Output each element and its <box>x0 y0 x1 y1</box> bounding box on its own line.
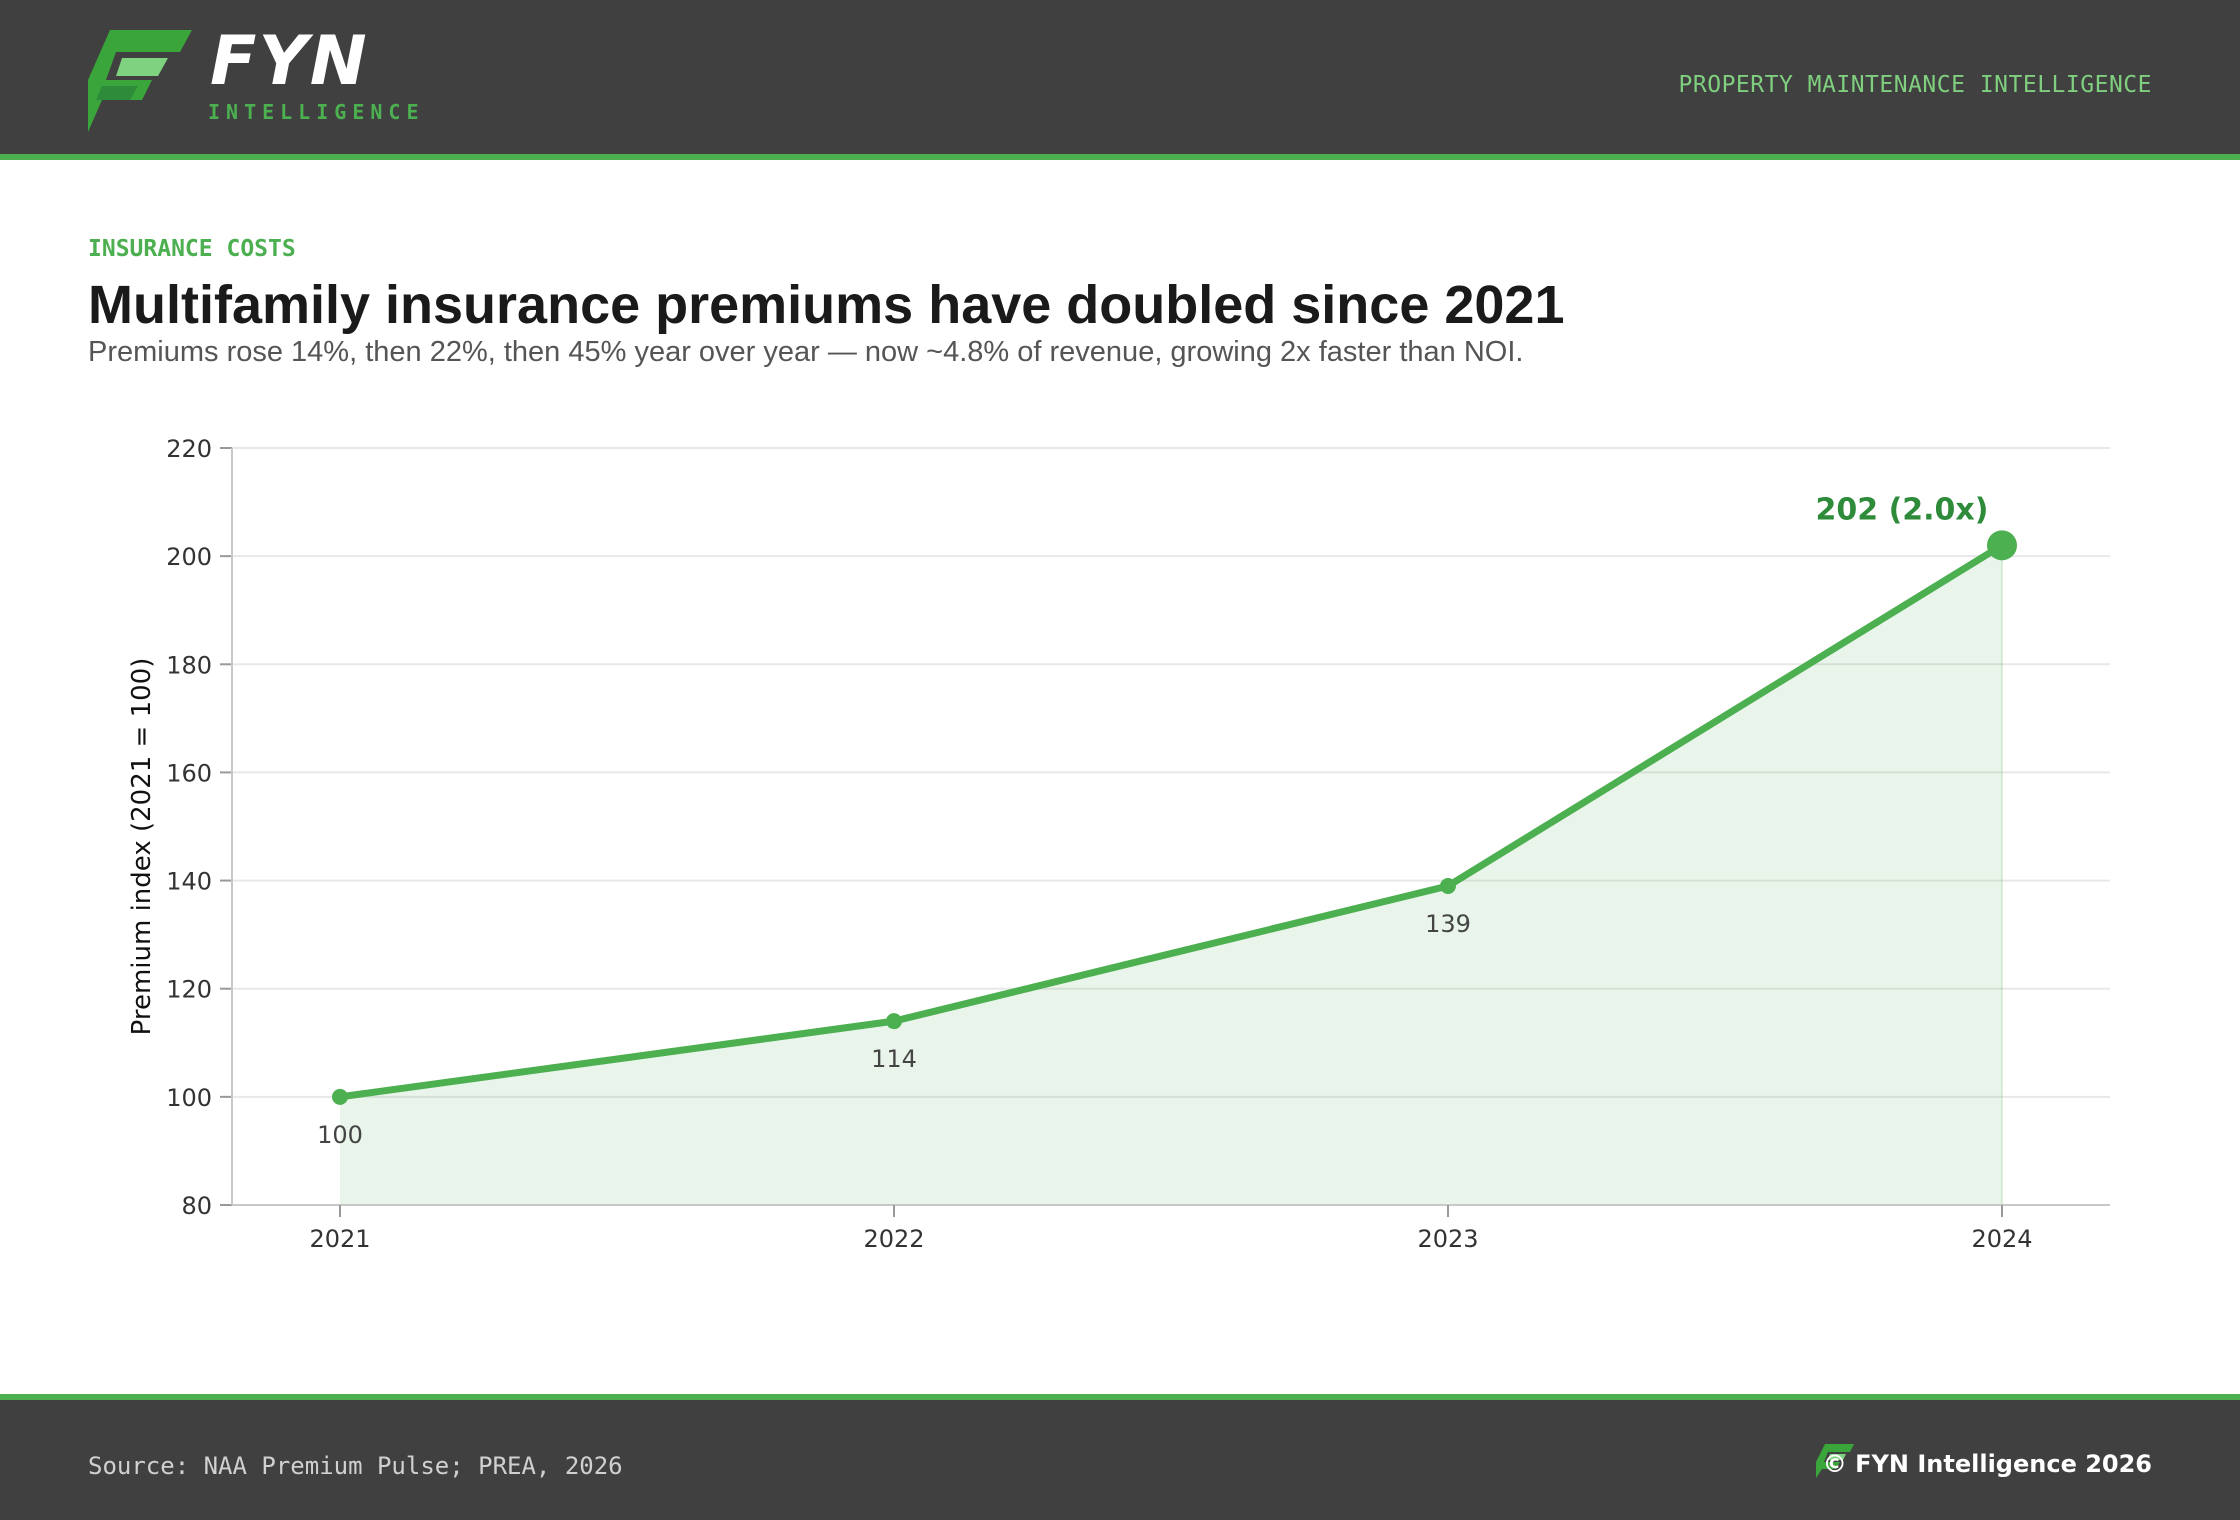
chart-line <box>332 530 2017 1105</box>
source-note: Source: NAA Premium Pulse; PREA, 2026 <box>88 1452 623 1480</box>
chart-axes: 80 100 120 140 160 180 200 220 2021 2022 2023 2024 P… <box>127 435 2110 1253</box>
header-bar: FYN INTELLIGENCE PROPERTY MAINTENANCE IN… <box>0 0 2240 160</box>
premium-index-chart: 80 100 120 140 160 180 200 220 2021 2022 2023 2024 P… <box>127 435 2110 1253</box>
chart-area-fill <box>340 545 2003 1205</box>
fyn-logo-icon <box>88 30 192 132</box>
page-subtitle: Premiums rose 14%, then 22%, then 45% ye… <box>88 336 1524 368</box>
data-label: 114 <box>871 1045 917 1073</box>
y-tick-label: 100 <box>166 1084 212 1112</box>
x-tick-label: 2024 <box>1971 1225 2032 1253</box>
x-tick-label: 2023 <box>1417 1225 1478 1253</box>
data-point <box>332 1088 348 1105</box>
brand-subtitle: INTELLIGENCE <box>208 100 425 124</box>
copyright-text: © FYN Intelligence 2026 <box>1822 1450 2152 1478</box>
page-title: Multifamily insurance premiums have doub… <box>88 275 1565 335</box>
y-tick-label: 120 <box>166 976 212 1004</box>
brand-tagline: PROPERTY MAINTENANCE INTELLIGENCE <box>1678 72 2152 98</box>
series-line <box>336 541 2006 1101</box>
x-tick-label: 2021 <box>309 1225 370 1253</box>
fyn-small-logo-icon <box>1816 1444 1854 1478</box>
y-tick-label: 140 <box>166 868 212 896</box>
data-point <box>886 1013 902 1030</box>
data-label: 202 (2.0x) <box>1816 492 1989 527</box>
y-tick-label: 80 <box>181 1192 212 1220</box>
chart-gridlines <box>232 447 2110 1098</box>
y-tick-label: 180 <box>166 651 212 679</box>
y-axis-label: Premium index (2021 = 100) <box>127 658 157 1036</box>
footer-bar: Source: NAA Premium Pulse; PREA, 2026 © … <box>0 1394 2240 1520</box>
y-tick-label: 200 <box>166 543 212 571</box>
data-label: 100 <box>317 1121 363 1149</box>
data-point <box>1987 530 2017 561</box>
section-eyebrow: INSURANCE COSTS <box>88 236 296 262</box>
data-point <box>1440 877 1456 894</box>
data-label: 139 <box>1425 910 1471 938</box>
brand-name: FYN <box>210 22 369 101</box>
series-area <box>340 545 2002 1205</box>
y-tick-label: 160 <box>166 759 212 787</box>
y-tick-label: 220 <box>166 435 212 463</box>
x-tick-label: 2022 <box>863 1225 924 1253</box>
chart-labels: 100 114 139 202 (2.0x) <box>317 492 1988 1149</box>
